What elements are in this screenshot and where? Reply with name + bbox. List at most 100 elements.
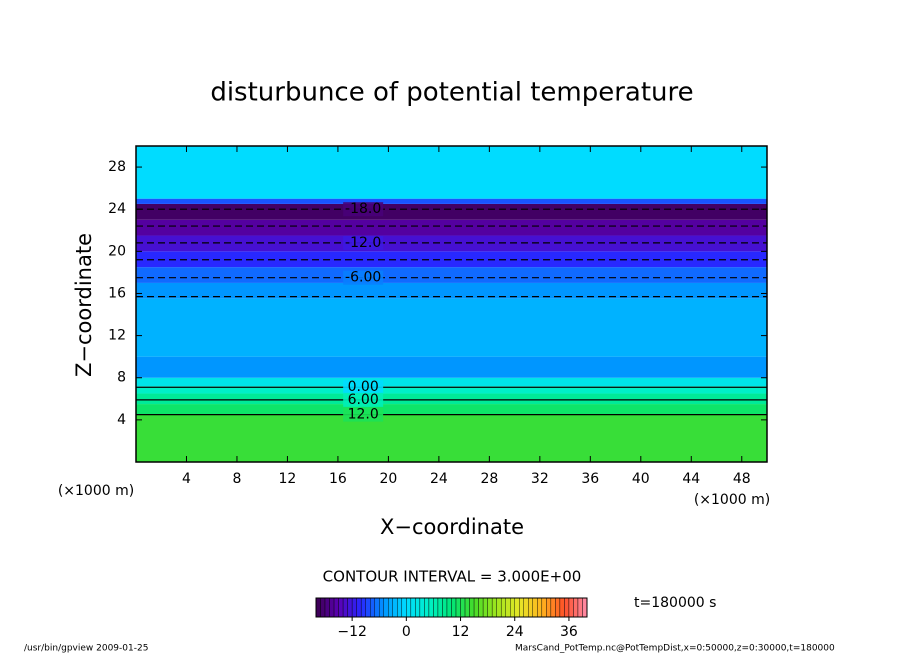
contour-label-bg <box>343 235 384 250</box>
time-label: t=180000 s <box>634 595 716 611</box>
colorbar-swatch <box>342 597 348 618</box>
colorbar-frame <box>315 597 588 618</box>
colorbar-swatch <box>315 597 321 618</box>
x-tick-label: 36 <box>581 471 599 487</box>
y-tick-label: 20 <box>108 243 126 259</box>
colorbar-swatch <box>333 597 339 618</box>
band <box>136 377 767 387</box>
colorbar-swatch <box>577 597 583 618</box>
contour-label-bg <box>343 270 384 285</box>
y-tick-label: 16 <box>108 285 126 301</box>
contour-label-bg <box>343 392 384 407</box>
band <box>136 393 767 405</box>
colorbar-swatch <box>532 597 538 618</box>
x-tick-label: 8 <box>232 471 241 487</box>
colorbar-swatch <box>528 597 533 618</box>
colorbar-swatch <box>582 597 588 618</box>
colorbar-tick-label: −12 <box>337 624 367 640</box>
colorbar-swatch <box>356 597 362 618</box>
colorbar-swatch <box>523 597 529 618</box>
colorbar-swatch <box>514 597 520 618</box>
contour-label: 6.00 <box>348 392 379 408</box>
contour-label-bg <box>343 407 384 422</box>
colorbar-swatch <box>564 597 570 618</box>
colorbar-swatch <box>347 597 353 618</box>
band <box>136 356 767 378</box>
contour-label-bg <box>343 380 384 395</box>
y-tick-label: 8 <box>117 370 126 386</box>
x-tick-label: 4 <box>182 471 191 487</box>
band <box>136 251 767 268</box>
colorbar-swatch <box>446 597 452 618</box>
footer-left: /usr/bin/gpview 2009-01-25 <box>24 644 148 654</box>
colorbar-swatch <box>487 597 493 618</box>
colorbar-swatch <box>410 597 416 618</box>
contour-label: 0.00 <box>348 379 379 395</box>
colorbar-swatch <box>351 597 357 618</box>
x-tick-label: 32 <box>531 471 549 487</box>
band <box>136 203 767 220</box>
y-tick-label: 24 <box>108 201 126 217</box>
band <box>136 235 767 252</box>
colorbar-tick-label: 36 <box>560 624 578 640</box>
band <box>136 298 767 357</box>
colorbar-swatch <box>365 597 371 618</box>
colorbar-swatch <box>401 597 407 618</box>
chart-title: disturbunce of potential temperature <box>210 78 693 108</box>
colorbar-swatch <box>568 597 574 618</box>
colorbar-swatch <box>510 597 515 618</box>
colorbar-swatch <box>324 597 330 618</box>
colorbar-swatch <box>573 597 579 618</box>
contour-label: -12.0 <box>345 235 381 251</box>
x-tick-label: 24 <box>430 471 448 487</box>
colorbar-swatch <box>464 597 470 618</box>
colorbar-swatch <box>428 597 434 618</box>
colorbar-swatch <box>406 597 412 618</box>
colorbar-swatch <box>482 597 488 618</box>
x-tick-label: 44 <box>682 471 700 487</box>
footer-right: MarsCand_PotTemp.nc@PotTempDist,x=0:5000… <box>515 644 835 654</box>
colorbar-tick-label: 24 <box>506 624 524 640</box>
colorbar-swatch <box>329 597 335 618</box>
contour-label: -6.00 <box>345 270 381 286</box>
y-tick-label: 12 <box>108 328 126 344</box>
y-axis-label: Z−coordinate <box>72 233 96 377</box>
colorbar-swatch <box>469 597 475 618</box>
colorbar-swatch <box>550 597 556 618</box>
colorbar-tick-label: 12 <box>452 624 470 640</box>
colorbar-swatch <box>555 597 561 618</box>
colorbar-swatch <box>455 597 461 618</box>
colorbar-swatch <box>442 597 448 618</box>
x-tick-label: 20 <box>379 471 397 487</box>
colorbar-swatch <box>496 597 502 618</box>
y-unit: (×1000 m) <box>58 483 134 499</box>
band <box>136 282 767 299</box>
colorbar-swatch <box>374 597 380 618</box>
colorbar-swatch <box>491 597 497 618</box>
colorbar-swatch <box>415 597 421 618</box>
colorbar-swatch <box>360 597 366 618</box>
band <box>136 146 767 199</box>
contour-label-bg <box>343 202 384 217</box>
y-tick-label: 4 <box>117 412 126 428</box>
x-tick-label: 16 <box>329 471 347 487</box>
colorbar-tick-label: 0 <box>402 624 411 640</box>
x-unit: (×1000 m) <box>694 492 770 508</box>
colorbar-swatch <box>433 597 439 618</box>
colorbar-swatch <box>437 597 443 618</box>
colorbar-swatch <box>460 597 466 618</box>
band <box>136 386 767 394</box>
x-axis-label: X−coordinate <box>380 515 524 539</box>
band <box>136 219 767 236</box>
colorbar-swatch <box>559 597 565 618</box>
colorbar-swatch <box>424 597 430 618</box>
x-tick-label: 48 <box>733 471 751 487</box>
colorbar-swatch <box>370 597 375 618</box>
colorbar-swatch <box>500 597 506 618</box>
colorbar-swatch <box>541 597 547 618</box>
colorbar-swatch <box>320 597 326 618</box>
x-tick-label: 28 <box>480 471 498 487</box>
plot-frame <box>135 145 768 463</box>
colorbar-swatch <box>397 597 403 618</box>
